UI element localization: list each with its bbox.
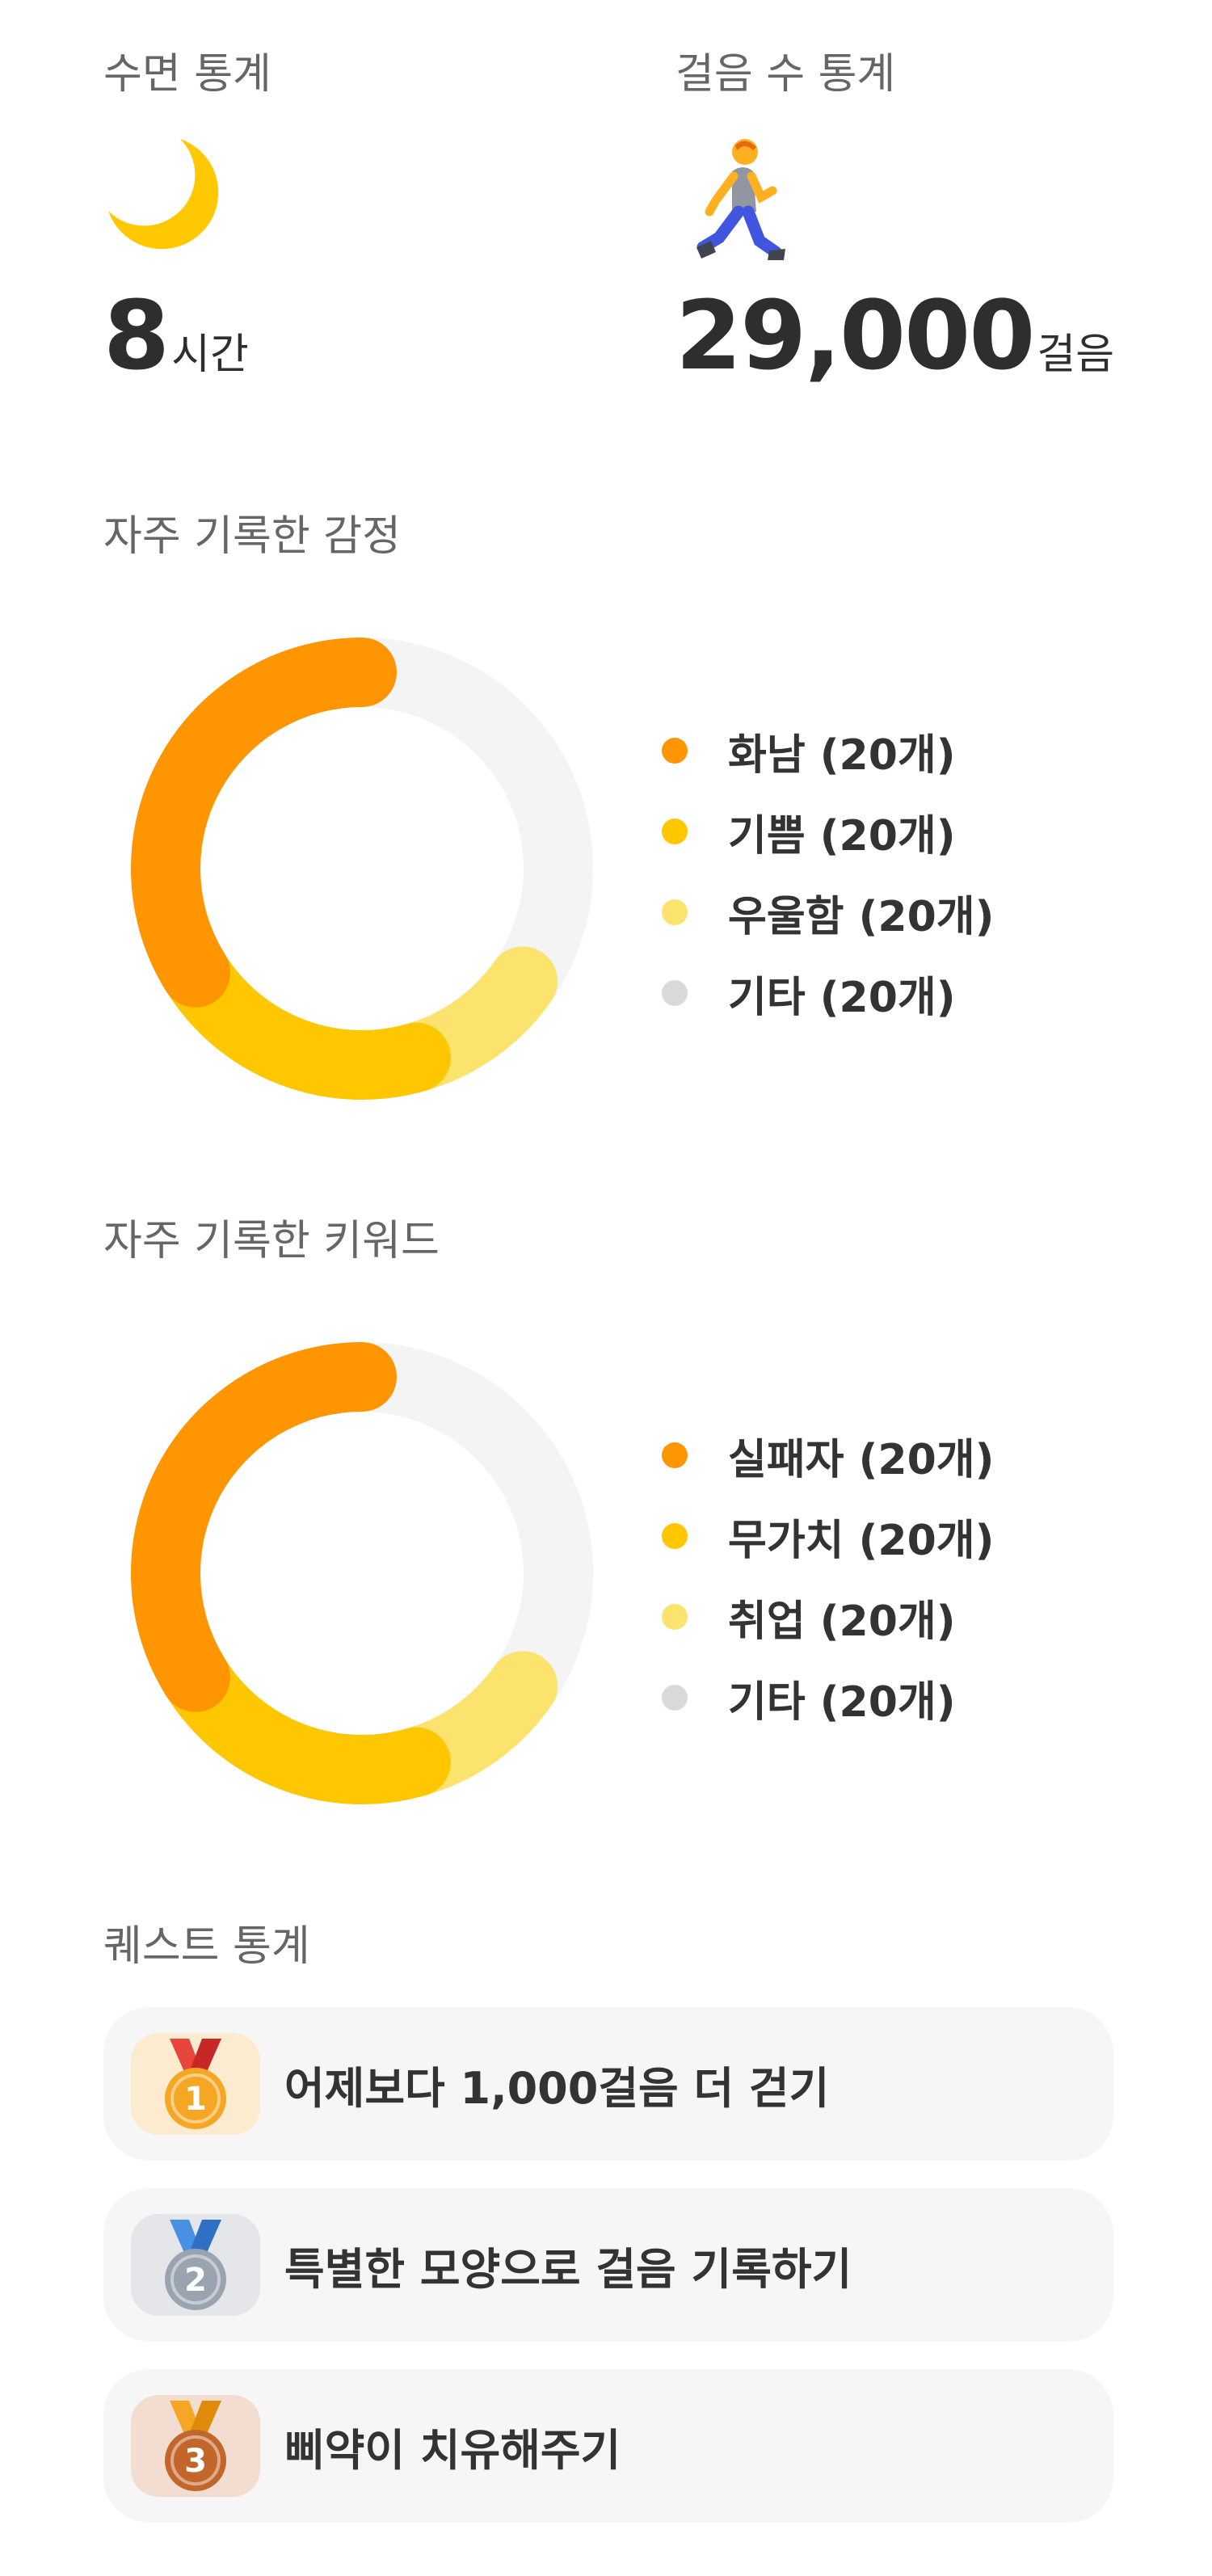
legend-dot xyxy=(662,738,688,764)
keywords-legend-item: 취업 (20개) xyxy=(662,1576,994,1657)
quest-text: 어제보다 1,000걸음 더 걷기 xyxy=(284,2062,830,2114)
medal-disc xyxy=(165,2430,226,2491)
legend-dot xyxy=(662,1523,688,1549)
steps-stats-title: 걸음 수 통계 xyxy=(675,50,896,99)
emotions-legend: 화남 (20개) 기쁨 (20개) 우울함 (20개) 기타 (20개) xyxy=(662,710,994,1033)
quest-badge: 3 xyxy=(131,2395,260,2497)
legend-dot xyxy=(662,1685,688,1711)
legend-label: 무가치 (20개) xyxy=(728,1516,995,1565)
keywords-legend: 실패자 (20개) 무가치 (20개) 취업 (20개) 기타 (20개) xyxy=(662,1415,994,1738)
steps-unit: 걸음 xyxy=(1037,330,1115,379)
keywords-legend-item: 무가치 (20개) xyxy=(662,1496,994,1576)
quest-card[interactable]: 3 삐약이 치유해주기 xyxy=(103,2369,1113,2523)
medal-inner-ring xyxy=(170,2073,221,2124)
keywords-legend-item: 기타 (20개) xyxy=(662,1657,994,1738)
medal-rank: 1 xyxy=(184,2081,207,2118)
keywords-legend-item: 실패자 (20개) xyxy=(662,1415,994,1496)
quest-card[interactable]: 1 어제보다 1,000걸음 더 걷기 xyxy=(103,2007,1113,2161)
legend-label: 기타 (20개) xyxy=(728,973,956,1022)
keywords-segment-무가치 xyxy=(160,1642,451,1804)
sleep-value: 8 시간 xyxy=(103,288,249,383)
emotions-title: 자주 기록한 감정 xyxy=(103,512,401,561)
medal-inner-ring xyxy=(170,2435,221,2486)
bronze-medal-icon: 3 xyxy=(165,2401,226,2491)
legend-dot xyxy=(662,1442,688,1468)
quest-text: 특별한 모양으로 걸음 기록하기 xyxy=(284,2243,852,2295)
quest-badge: 2 xyxy=(131,2214,260,2316)
emotions-segment-기쁨 xyxy=(160,937,451,1100)
sleep-stats-title: 수면 통계 xyxy=(103,50,271,99)
emotions-segment-화남 xyxy=(131,638,397,1008)
emotions-legend-item: 기쁨 (20개) xyxy=(662,791,994,872)
medal-disc xyxy=(165,2249,226,2310)
quests-title: 퀘스트 통계 xyxy=(103,1922,310,1971)
legend-dot xyxy=(662,1604,688,1630)
silver-medal-icon: 2 xyxy=(165,2220,226,2310)
legend-label: 기타 (20개) xyxy=(728,1677,956,1727)
quest-badge: 1 xyxy=(131,2033,260,2135)
crescent-moon-icon xyxy=(103,134,225,259)
legend-dot xyxy=(662,899,688,925)
medal-rank: 2 xyxy=(184,2262,207,2299)
keywords-donut-chart xyxy=(131,1342,593,1804)
medal-rank: 3 xyxy=(184,2443,207,2480)
sleep-unit: 시간 xyxy=(171,330,249,379)
gold-medal-icon: 1 xyxy=(165,2039,226,2129)
legend-label: 화남 (20개) xyxy=(728,730,956,780)
quest-card[interactable]: 2 특별한 모양으로 걸음 기록하기 xyxy=(103,2188,1113,2342)
legend-dot xyxy=(662,819,688,844)
medal-inner-ring xyxy=(170,2254,221,2305)
walking-person-icon xyxy=(692,134,789,267)
emotions-legend-item: 기타 (20개) xyxy=(662,953,994,1033)
emotions-donut-chart xyxy=(131,638,593,1100)
sleep-hours: 8 xyxy=(103,280,170,391)
legend-label: 실패자 (20개) xyxy=(728,1435,995,1484)
legend-label: 취업 (20개) xyxy=(728,1597,956,1646)
keywords-segment-실패자 xyxy=(131,1342,397,1712)
keywords-title: 자주 기록한 키워드 xyxy=(103,1217,440,1265)
legend-dot xyxy=(662,980,688,1006)
steps-value: 29,000 걸음 xyxy=(675,288,1114,383)
legend-label: 우울함 (20개) xyxy=(728,892,995,941)
emotions-legend-item: 화남 (20개) xyxy=(662,710,994,791)
quest-text: 삐약이 치유해주기 xyxy=(284,2424,621,2476)
emotions-legend-item: 우울함 (20개) xyxy=(662,872,994,953)
legend-label: 기쁨 (20개) xyxy=(728,811,956,861)
medal-disc xyxy=(165,2068,226,2129)
steps-count: 29,000 xyxy=(675,280,1035,391)
